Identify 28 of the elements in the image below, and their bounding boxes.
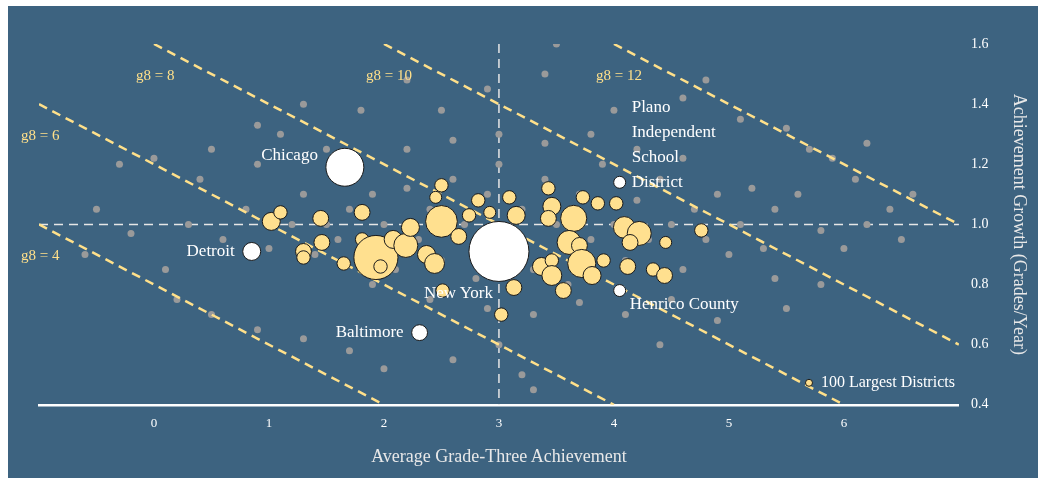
annotation: New York — [423, 282, 494, 302]
legend-label: 100 Largest Districts — [820, 373, 955, 391]
series-label: g8 = 4 — [21, 247, 60, 264]
series-label: g8 = 10 — [365, 66, 412, 83]
annotation: Plano Independent School District — [631, 96, 716, 191]
x-tick-label: 3 — [495, 415, 503, 431]
x-tick-label: 5 — [725, 415, 733, 431]
series-label: g8 = 8 — [135, 66, 175, 83]
x-tick-label: 4 — [610, 415, 618, 431]
annotation: Henrico County — [629, 294, 740, 314]
x-tick-label: 0 — [150, 415, 158, 431]
x-tick-label: 6 — [840, 415, 848, 431]
annotation: Baltimore — [335, 322, 404, 342]
series-label: g8 = 12 — [595, 66, 642, 83]
series-label: g8 = 6 — [21, 127, 60, 144]
x-tick-label: 1 — [265, 415, 273, 431]
y-tick-label: 0.4 — [970, 396, 989, 412]
x-tick-label: 2 — [380, 415, 388, 431]
y-tick-label: 1.0 — [970, 216, 989, 232]
y-tick-label: 1.6 — [970, 35, 989, 51]
x-axis-title: Average Grade-Three Achievement — [371, 445, 627, 466]
y-tick-label: 1.4 — [970, 95, 989, 111]
y-axis-title: Achievement Growth (Grades/Year) — [1009, 93, 1031, 355]
annotation: Chicago — [261, 144, 318, 164]
annotation: Detroit — [186, 240, 235, 260]
y-tick-label: 0.8 — [970, 276, 989, 292]
y-tick-label: 0.6 — [970, 336, 989, 352]
y-tick-label: 1.2 — [970, 155, 989, 171]
